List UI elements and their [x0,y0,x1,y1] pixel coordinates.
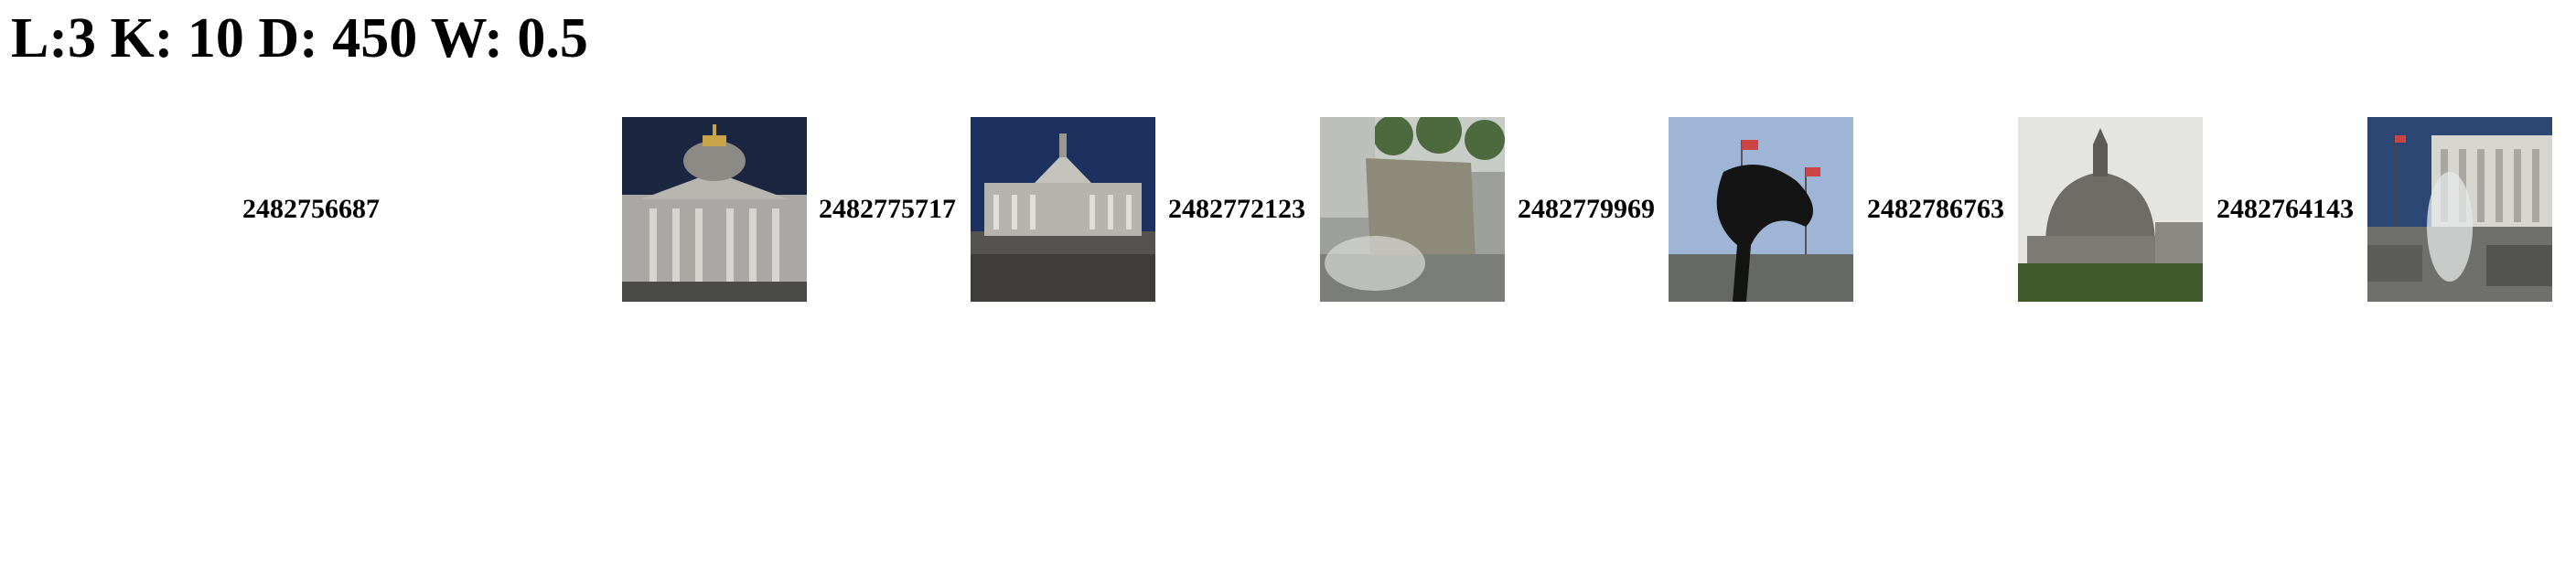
result-thumbnail[interactable] [2367,117,2552,302]
result-thumbnail[interactable] [622,117,807,302]
result-thumbnail[interactable] [1320,117,1505,302]
city-hall-facade-image [622,117,807,302]
result-id-label: 2482772123 [1168,194,1305,224]
result-thumbnail[interactable] [2018,117,2203,302]
result-id-label: 2482779969 [1518,194,1655,224]
result-id-label: 2482775717 [819,194,956,224]
result-id-label: 2482764143 [2216,194,2354,224]
dome-overcast-image [2018,117,2203,302]
sculpture-with-flags-image [1669,117,1853,302]
result-thumbnail[interactable] [1669,117,1853,302]
fountain-plaque-image [1320,117,1505,302]
building-fountain-image [2367,117,2552,302]
result-thumbnail[interactable] [971,117,1155,302]
results-row: 2482756687 2482775717 [0,117,2576,302]
result-id-label: 2482756687 [242,194,380,224]
result-id-label: 2482786763 [1867,194,2004,224]
city-hall-plaza-image [971,117,1155,302]
page-title: L:3 K: 10 D: 450 W: 0.5 [11,7,588,69]
